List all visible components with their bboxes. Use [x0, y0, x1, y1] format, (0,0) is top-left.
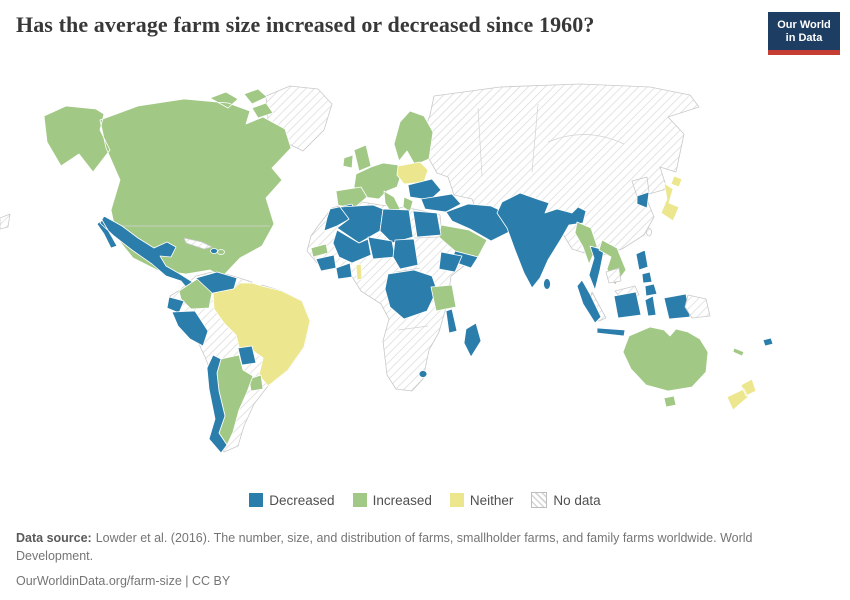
legend-swatch-no-data	[531, 492, 548, 508]
map-region-new-zealand[interactable]	[726, 378, 757, 411]
data-source-text: Lowder et al. (2016). The number, size, …	[16, 531, 753, 564]
map-region-mali[interactable]	[332, 229, 372, 264]
map-region-papua-new-guinea[interactable]	[684, 294, 711, 319]
map-region-philippines[interactable]	[635, 249, 658, 297]
legend-item-no-data[interactable]: No data	[531, 492, 601, 508]
footer-link-line: OurWorldinData.org/farm-size | CC BY	[16, 574, 231, 589]
map-region-uruguay[interactable]	[248, 374, 264, 392]
map-region-indonesia[interactable]	[576, 279, 691, 343]
map-region-madagascar[interactable]	[463, 322, 482, 358]
legend-label-increased: Increased	[372, 492, 432, 508]
map-region-peru[interactable]	[171, 310, 209, 347]
legend-item-decreased[interactable]: Decreased	[249, 492, 335, 508]
map-region-malawi[interactable]	[445, 308, 458, 334]
chart-footer: Data source: Lowder et al. (2016). The nu…	[16, 529, 808, 590]
world-map-svg	[0, 83, 774, 454]
map-region-taiwan[interactable]	[646, 227, 652, 237]
map-region-senegal[interactable]	[310, 243, 329, 258]
map-region-mexico-central-america[interactable]	[96, 215, 203, 294]
map-region-south-asia[interactable]	[496, 192, 587, 289]
map-region-ireland[interactable]	[342, 154, 354, 169]
map-region-togo[interactable]	[355, 263, 363, 281]
map-region-lesotho[interactable]	[418, 370, 428, 378]
map-region-fiji[interactable]	[762, 337, 774, 347]
legend-swatch-decreased	[249, 493, 264, 507]
chart-header: Has the average farm size increased or d…	[16, 12, 750, 38]
map-region-canada-usa[interactable]	[43, 88, 292, 278]
map-region-scandinavia[interactable]	[393, 110, 434, 166]
legend-label-no-data: No data	[553, 492, 601, 508]
map-legend: Decreased Increased Neither No data	[0, 492, 850, 508]
map-region-brazil[interactable]	[212, 282, 311, 387]
map-region-egypt[interactable]	[412, 210, 442, 238]
map-region-poland[interactable]	[396, 161, 429, 185]
legend-swatch-neither	[449, 493, 464, 507]
map-region-myanmar[interactable]	[574, 221, 598, 265]
map-region-tanzania[interactable]	[430, 284, 457, 312]
map-region-drc-central-africa[interactable]	[384, 269, 438, 320]
owid-logo[interactable]: Our World in Data	[768, 12, 840, 56]
legend-item-increased[interactable]: Increased	[352, 492, 432, 508]
map-region-iberia[interactable]	[335, 186, 368, 210]
map-region-eastern-europe[interactable]	[407, 178, 442, 201]
map-region-cote-divoire[interactable]	[335, 262, 353, 280]
map-region-south-korea[interactable]	[636, 191, 650, 209]
map-region-sri-lanka[interactable]	[543, 278, 551, 290]
legend-item-neither[interactable]: Neither	[449, 492, 514, 508]
map-region-haiti[interactable]	[210, 248, 218, 254]
data-source-label: Data source:	[16, 531, 92, 545]
map-region-chile[interactable]	[206, 354, 228, 454]
map-region-australia[interactable]	[622, 326, 709, 392]
map-region-united-kingdom[interactable]	[353, 144, 372, 172]
map-region-colombia[interactable]	[178, 278, 213, 310]
data-source-line: Data source: Lowder et al. (2016). The nu…	[16, 529, 808, 565]
map-region-chad[interactable]	[392, 238, 419, 270]
owid-logo-line1: Our World	[777, 19, 831, 31]
map-region-cambodia[interactable]	[605, 267, 622, 284]
legend-swatch-increased	[352, 493, 367, 507]
legend-label-neither: Neither	[469, 492, 514, 508]
map-region-paraguay[interactable]	[237, 345, 257, 366]
map-region-dominican-republic[interactable]	[217, 249, 225, 255]
owid-logo-line2: in Data	[785, 32, 823, 45]
legend-label-decreased: Decreased	[269, 492, 335, 508]
country-border-lines	[395, 103, 625, 331]
map-region-cuba[interactable]	[183, 237, 213, 250]
map-region-tasmania[interactable]	[663, 395, 677, 408]
map-region-greece[interactable]	[402, 196, 414, 213]
map-region-japan[interactable]	[660, 175, 683, 222]
map-region-ethiopia[interactable]	[438, 251, 463, 273]
map-region-russia-west-fragment[interactable]	[0, 213, 11, 230]
page-title: Has the average farm size increased or d…	[16, 12, 595, 37]
map-region-new-caledonia[interactable]	[732, 347, 745, 357]
world-map	[0, 80, 850, 488]
map-region-turkey[interactable]	[420, 193, 462, 213]
